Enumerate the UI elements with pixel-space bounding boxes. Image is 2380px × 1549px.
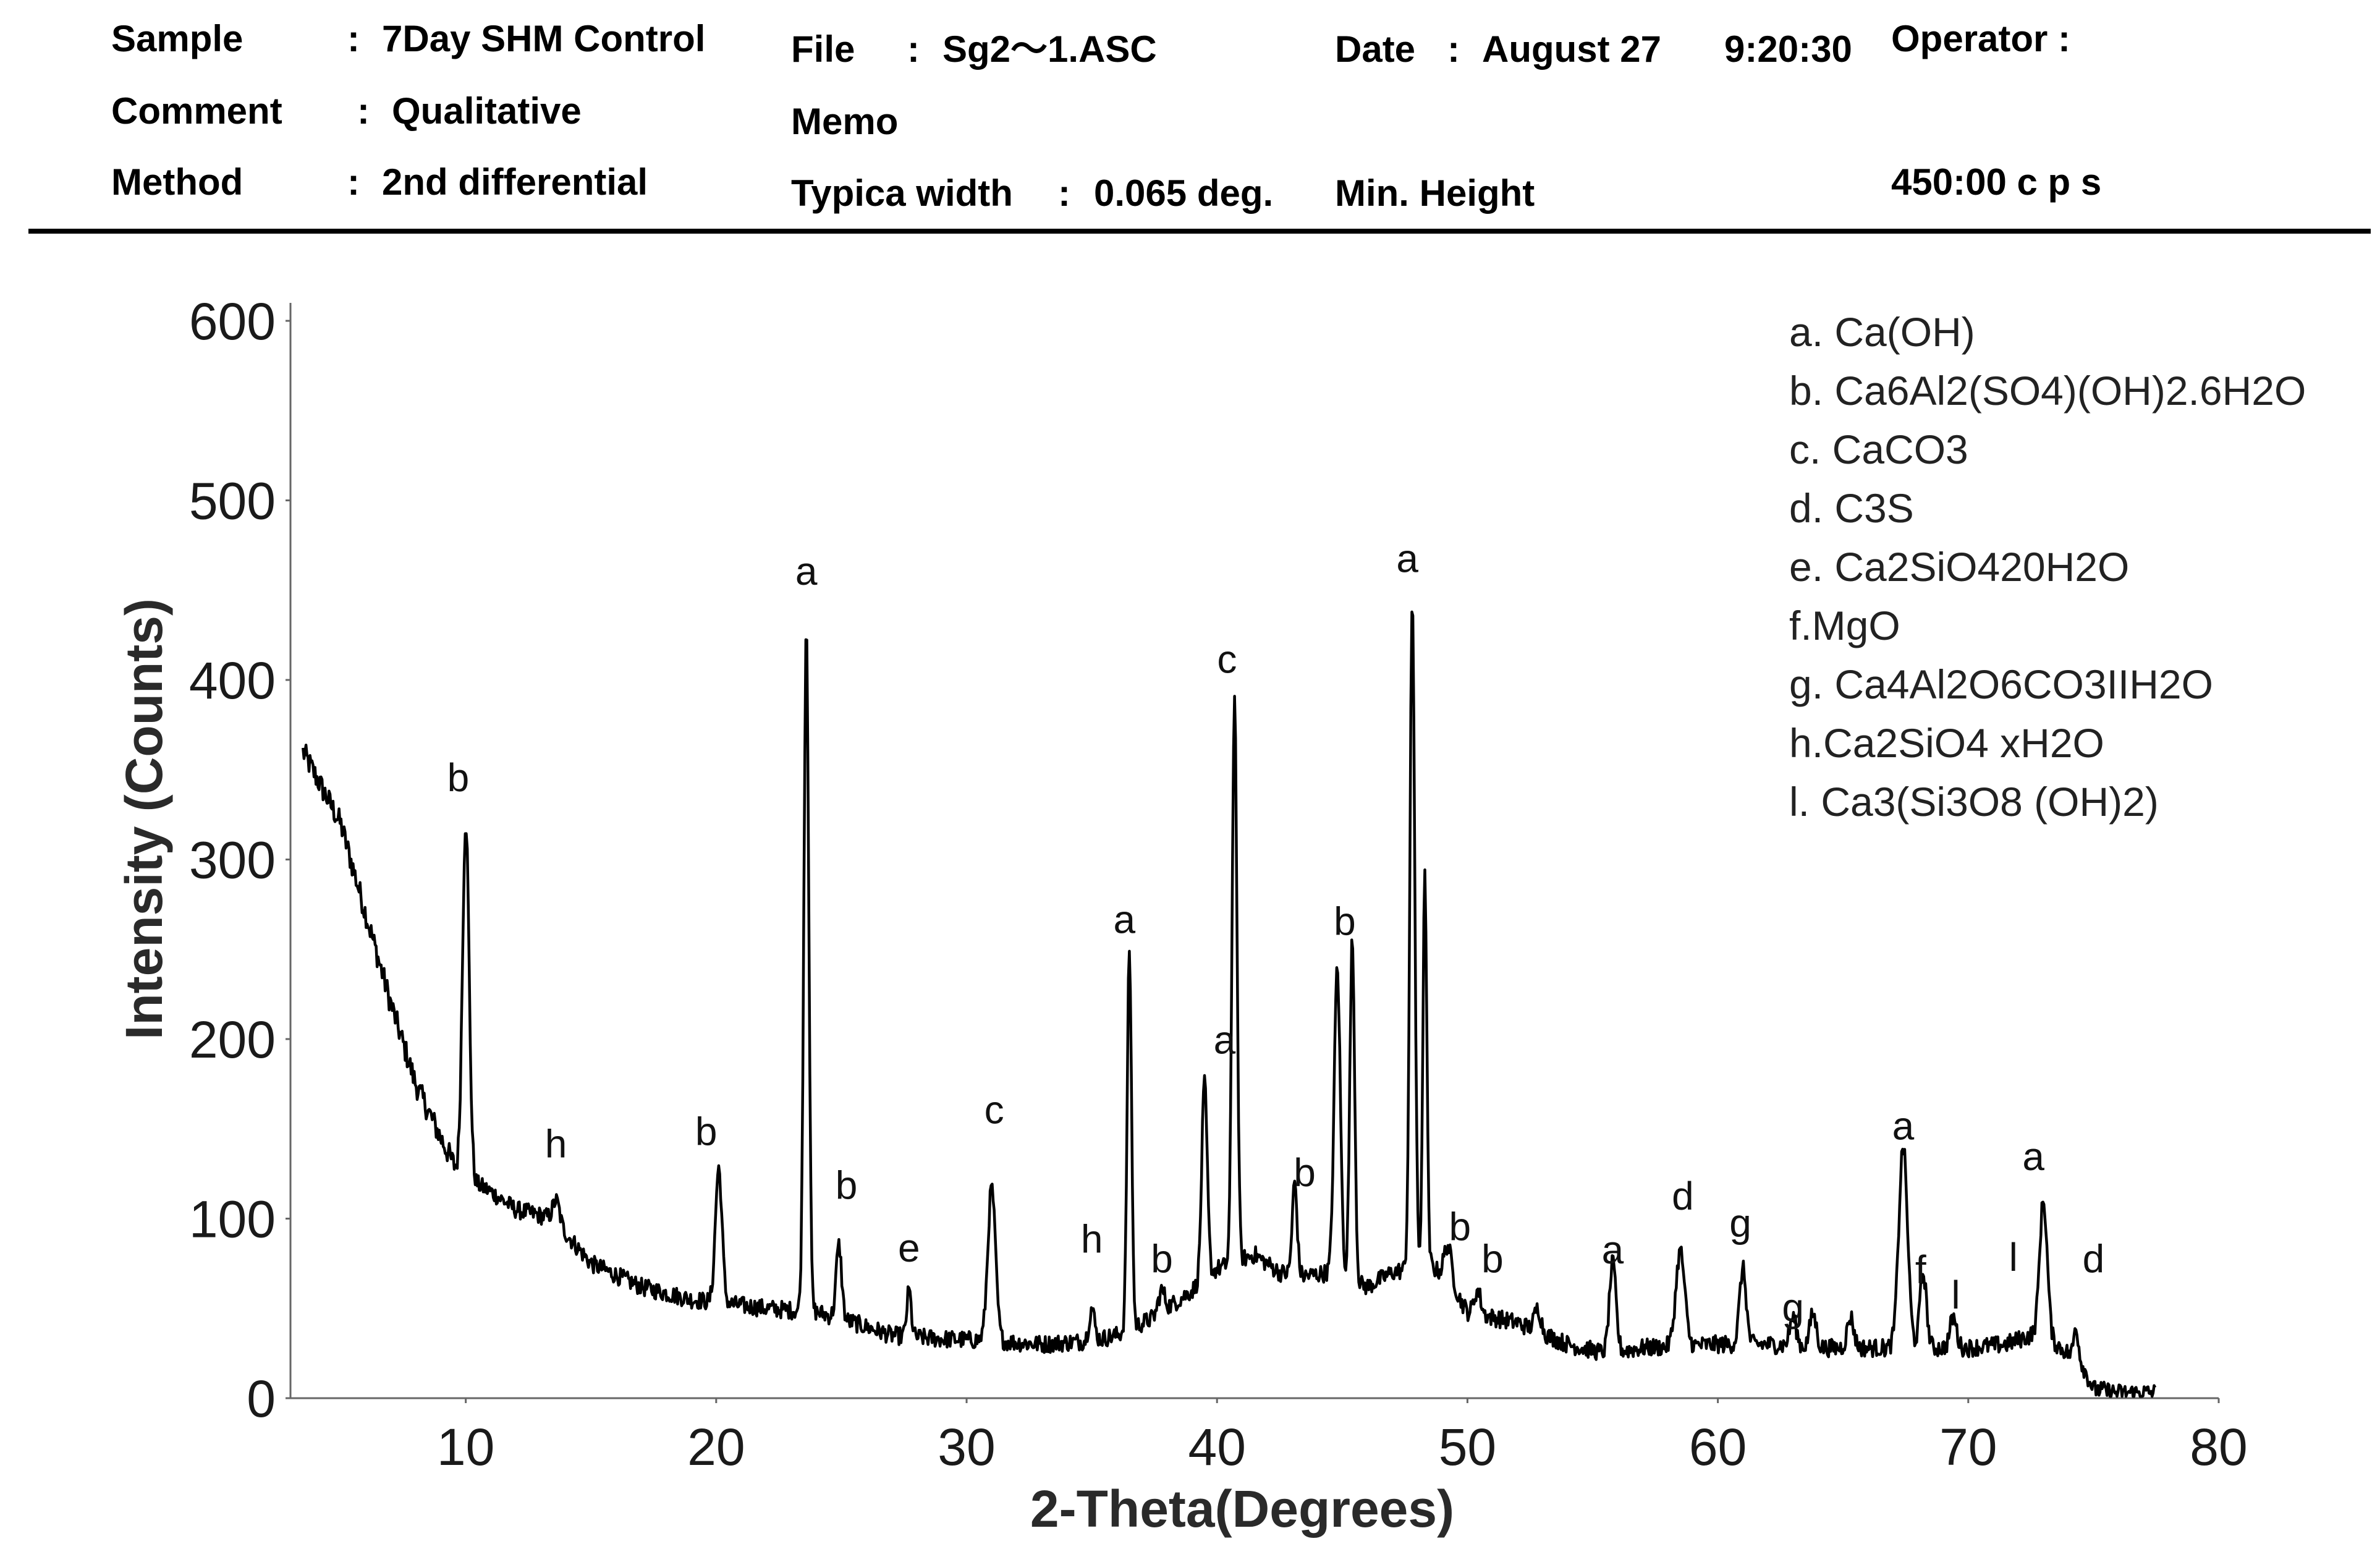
min-height-label: Min. Height	[1335, 172, 1535, 214]
legend-entry: b. Ca6Al2(SO4)(OH)2.6H2O	[1789, 368, 2306, 414]
date-separator: :	[1447, 28, 1460, 70]
method-separator: :	[347, 161, 360, 203]
sample-separator: :	[347, 18, 360, 59]
method-value: 2nd differential	[382, 161, 648, 203]
memo-label: Memo	[791, 101, 899, 142]
y-tick-label: 600	[189, 292, 276, 350]
legend-entry: a. Ca(OH)	[1789, 309, 1975, 355]
y-tick-label: 200	[189, 1011, 276, 1069]
peak-label: b	[1449, 1204, 1471, 1249]
x-tick-label: 50	[1439, 1418, 1496, 1476]
min-height-value: 450:00 c p s	[1891, 161, 2102, 203]
y-tick-label: 400	[189, 651, 276, 710]
typical-width-label: Typica width	[791, 172, 1013, 214]
peak-label: b	[836, 1163, 858, 1208]
peak-label: d	[2083, 1237, 2105, 1281]
peak-label: a	[1214, 1017, 1236, 1062]
peak-label: b	[695, 1109, 718, 1153]
peak-label: b	[1151, 1237, 1173, 1281]
peak-label: h	[545, 1122, 567, 1166]
peak-label: a	[1892, 1104, 1915, 1148]
file-value: Sg2～1.ASC	[942, 28, 1157, 70]
legend-entry: e. Ca2SiO420H2O	[1789, 544, 2129, 590]
peak-label: g	[1782, 1285, 1804, 1330]
report-header: Sample : 7Day SHM Control Comment : Qual…	[0, 0, 2380, 235]
peak-label: g	[1729, 1201, 1751, 1246]
peak-label: a	[1114, 898, 1136, 942]
diffraction-pattern-line	[302, 610, 2157, 1398]
peak-label: a	[1602, 1228, 1624, 1272]
method-label: Method	[111, 161, 244, 203]
x-tick-label: 30	[938, 1418, 995, 1476]
x-tick-label: 60	[1689, 1418, 1747, 1476]
sample-label: Sample	[111, 18, 244, 59]
peak-label: e	[898, 1226, 920, 1270]
peak-label: b	[1294, 1150, 1316, 1195]
legend-entry: f.MgO	[1789, 603, 1900, 648]
operator-label: Operator :	[1891, 18, 2071, 59]
peak-label: h	[1081, 1217, 1103, 1262]
comment-value: Qualitative	[392, 90, 582, 132]
ticks-layer: 10 20 30 40 50 60 70 80 0 100 200 300 400 500 600	[189, 292, 2248, 1476]
peak-label: d	[1672, 1174, 1694, 1218]
comment-separator: :	[357, 90, 370, 132]
typical-width-value: 0.065 deg.	[1094, 172, 1274, 214]
typical-width-separator: :	[1058, 172, 1070, 214]
header-divider	[28, 229, 2371, 234]
peak-label: l	[2009, 1235, 2018, 1280]
legend-entry: c. CaCO3	[1789, 427, 1968, 472]
file-separator: :	[907, 28, 920, 70]
legend-entry: d. C3S	[1789, 485, 1914, 531]
peak-label: a	[795, 549, 818, 593]
legend: a. Ca(OH) b. Ca6Al2(SO4)(OH)2.6H2O c. CaCO…	[1789, 309, 2306, 825]
y-tick-label: 0	[247, 1370, 276, 1428]
legend-entry: g. Ca4Al2O6CO3IIH2O	[1789, 661, 2213, 707]
file-label: File	[791, 28, 855, 70]
peak-label: b	[1481, 1237, 1504, 1281]
peak-label: l	[1951, 1273, 1960, 1317]
y-axis-title: Intensity (Counts)	[115, 598, 173, 1040]
peak-label: f	[1915, 1247, 1926, 1292]
legend-entry: h.Ca2SiO4 xH2O	[1789, 720, 2104, 766]
peak-label: c	[985, 1088, 1004, 1132]
peak-label: a	[2022, 1134, 2044, 1179]
peak-label: a	[1396, 537, 1418, 581]
y-tick-label: 300	[189, 831, 276, 889]
x-tick-label: 70	[1939, 1418, 1997, 1476]
y-tick-label: 500	[189, 472, 276, 530]
peak-label: c	[1217, 637, 1237, 681]
peak-label: b	[1334, 899, 1356, 944]
sample-value: 7Day SHM Control	[382, 18, 706, 59]
x-tick-label: 20	[687, 1418, 745, 1476]
date-label: Date	[1335, 28, 1416, 70]
comment-label: Comment	[111, 90, 282, 132]
y-tick-label: 100	[189, 1190, 276, 1249]
peak-label: b	[447, 755, 470, 800]
axes-layer	[289, 303, 2219, 1399]
legend-entry: l. Ca3(Si3O8 (OH)2)	[1789, 779, 2159, 825]
time-value: 9:20:30	[1724, 28, 1852, 70]
x-axis-title: 2-Theta(Degrees)	[1030, 1480, 1454, 1538]
x-tick-label: 80	[2190, 1418, 2247, 1476]
x-tick-label: 10	[437, 1418, 494, 1476]
date-value: August 27	[1482, 28, 1662, 70]
x-tick-label: 40	[1188, 1418, 1246, 1476]
